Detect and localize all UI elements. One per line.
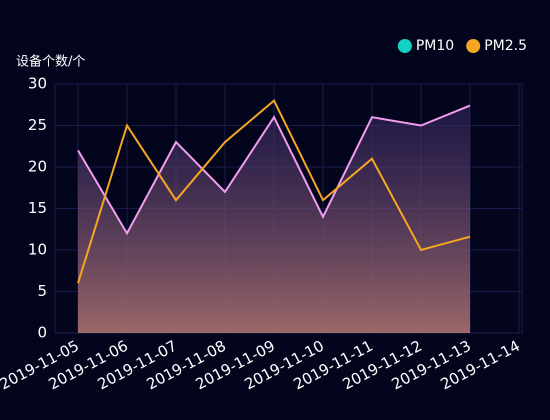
y-tick-label: 25 — [28, 116, 47, 134]
y-axis-label: 设备个数/个 — [16, 54, 85, 70]
legend-label: PM2.5 — [484, 38, 527, 54]
line — [77, 104, 471, 236]
y-tick-label: 5 — [37, 282, 47, 300]
y-tick-label: 30 — [28, 75, 47, 93]
y-tick-label: 15 — [28, 199, 47, 217]
y-tick-label: 0 — [37, 324, 47, 342]
area — [78, 105, 470, 333]
legend-swatch — [397, 39, 412, 53]
line — [77, 99, 471, 284]
y-tick-label: 10 — [28, 241, 47, 259]
legend-label: PM10 — [416, 38, 454, 54]
y-tick-label: 20 — [28, 158, 47, 176]
legend-swatch — [466, 39, 481, 53]
